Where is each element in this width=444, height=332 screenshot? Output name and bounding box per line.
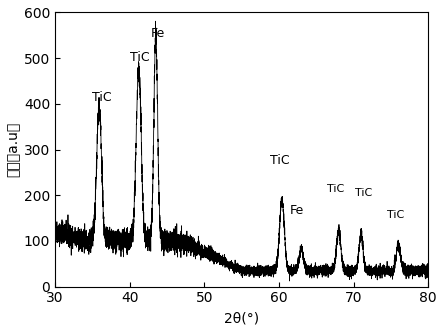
Text: TiC: TiC (387, 210, 404, 220)
Text: TiC: TiC (92, 91, 112, 104)
X-axis label: 2θ(°): 2θ(°) (224, 311, 259, 325)
Text: Fe: Fe (151, 27, 165, 40)
Text: Fe: Fe (290, 204, 305, 217)
Text: TiC: TiC (130, 50, 149, 64)
Text: TiC: TiC (355, 188, 373, 198)
Y-axis label: 强度（a.u）: 强度（a.u） (7, 122, 21, 177)
Text: TiC: TiC (270, 154, 289, 167)
Text: TiC: TiC (328, 184, 345, 194)
